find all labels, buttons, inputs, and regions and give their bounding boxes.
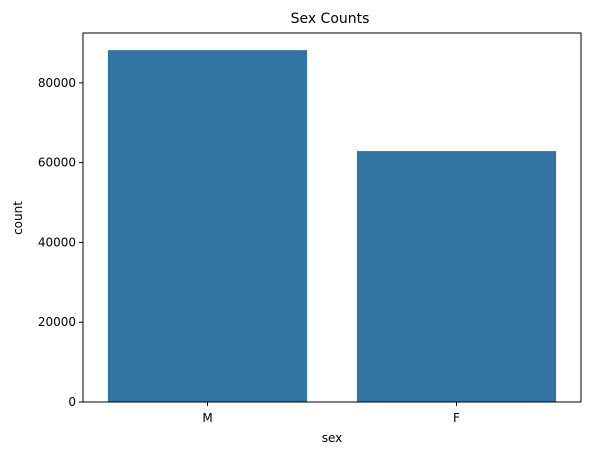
bars-layer (107, 50, 557, 403)
x-tick-label: M (202, 411, 212, 425)
y-axis: 0 20000 40000 60000 80000 (38, 76, 83, 409)
y-tick-label: 60000 (38, 156, 76, 170)
bar-m (107, 50, 308, 403)
y-tick-label: 80000 (38, 76, 76, 90)
bar-f (356, 151, 557, 402)
chart-title: Sex Counts (291, 11, 370, 27)
x-axis-label: sex (322, 431, 343, 445)
x-tick-label: F (453, 411, 460, 425)
plot-frame (82, 32, 582, 403)
y-tick-label: 40000 (38, 235, 76, 249)
y-tick-label: 0 (68, 395, 76, 409)
y-axis-label: count (11, 201, 25, 235)
y-tick-label: 20000 (38, 315, 76, 329)
